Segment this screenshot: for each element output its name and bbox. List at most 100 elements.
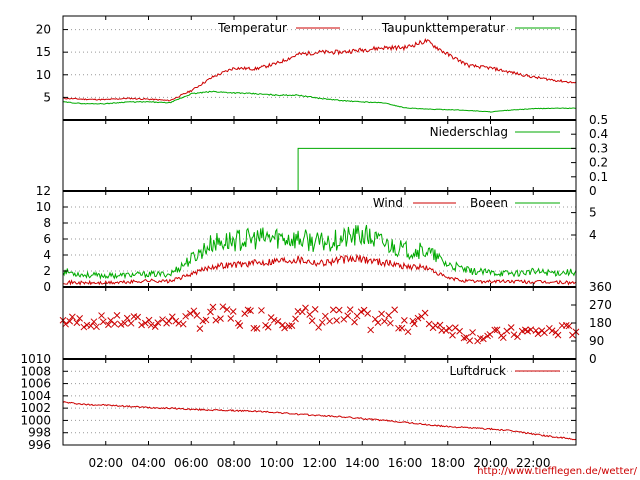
wind-direction-point	[469, 329, 476, 336]
wind-direction-point	[374, 319, 382, 327]
ytick-label-p0-5: 5	[43, 90, 51, 104]
wind-direction-point	[217, 315, 224, 323]
wind-direction-point	[190, 307, 198, 315]
ytick-label-p1-5: 0.5	[589, 113, 608, 127]
series-line-p0-temperatur	[62, 38, 577, 102]
wind-direction-point	[258, 307, 265, 314]
wind-direction-point	[410, 320, 418, 328]
ytick-label-p3-0: 0	[589, 352, 597, 366]
wind-direction-point	[534, 330, 542, 338]
legend-label-p1-niederschlag: Niederschlag	[430, 125, 508, 139]
xtick-label-10: 22:00	[516, 456, 551, 470]
wind-direction-point	[202, 316, 210, 324]
wind-direction-point	[414, 314, 422, 322]
xtick-label-0: 02:00	[88, 456, 123, 470]
wind-direction-point	[315, 324, 322, 331]
wind-direction-point	[193, 312, 201, 319]
legend-label-p2-wind: Wind	[373, 196, 403, 210]
wind-direction-point	[105, 321, 112, 329]
wind-direction-point	[145, 316, 153, 324]
wind-direction-point	[80, 323, 88, 331]
wind-direction-point	[385, 312, 393, 319]
wind-direction-point	[219, 303, 227, 311]
ytick-label-p3-90: 90	[589, 334, 604, 348]
wind-direction-point	[236, 322, 244, 329]
series-line-p0-taupunkttemperatur	[62, 90, 577, 113]
wind-direction-point	[491, 326, 499, 334]
wind-direction-point	[306, 311, 314, 318]
series-line-p4-luftdruck	[62, 401, 577, 441]
ytick-label-p1-3: 0.3	[589, 141, 608, 155]
wind-direction-point	[209, 303, 217, 311]
wind-direction-point	[127, 319, 135, 327]
wind-direction-point	[381, 317, 388, 325]
wind-direction-point	[62, 320, 69, 328]
ytick-label-p1-1: 0.1	[589, 170, 608, 184]
ytick-label-p2-10: 10	[36, 200, 51, 214]
wind-direction-point	[391, 306, 399, 314]
wind-direction-point	[288, 322, 296, 329]
wind-direction-point	[371, 315, 379, 323]
xtick-label-6: 14:00	[345, 456, 380, 470]
ytick-label-p4-998: 998	[28, 426, 51, 440]
legend-label-p4-luftdruck: Luftdruck	[449, 364, 506, 378]
wind-direction-point	[182, 312, 189, 320]
wind-direction-point	[548, 327, 556, 335]
wind-direction-point	[318, 319, 326, 326]
wind-direction-point	[460, 334, 468, 342]
frame-layer	[62, 15, 577, 446]
xtick-label-8: 18:00	[430, 456, 465, 470]
wind-direction-point	[227, 315, 235, 322]
xtick-label-4: 10:00	[259, 456, 294, 470]
wind-direction-point	[398, 324, 406, 332]
legend-label-p0-taupunkttemperatur: Taupunkttemperatur	[381, 21, 505, 35]
wind-direction-point	[253, 325, 261, 332]
wind-direction-point	[121, 320, 129, 327]
ytick-right-label-p2-4: 4	[589, 228, 597, 242]
wind-direction-point	[212, 316, 220, 324]
wind-direction-point	[168, 313, 176, 321]
wind-direction-point	[147, 321, 155, 329]
series-line-p2-wind	[63, 253, 577, 286]
ytick-label-p4-1010: 1010	[20, 352, 51, 366]
ytick-label-p2-2: 2	[43, 264, 51, 278]
wind-direction-point	[532, 327, 540, 334]
wind-direction-point	[274, 318, 282, 325]
ytick-label-p4-1004: 1004	[20, 389, 51, 403]
wind-direction-point	[565, 322, 573, 330]
xtick-label-7: 16:00	[388, 456, 423, 470]
wind-direction-point	[335, 306, 343, 314]
wind-direction-point	[281, 324, 288, 332]
wind-direction-point	[346, 306, 354, 313]
wind-direction-point	[308, 317, 316, 325]
wind-direction-point	[329, 306, 337, 314]
wind-direction-point	[279, 321, 286, 329]
ytick-label-p2-12: 12	[36, 184, 51, 198]
ytick-label-p4-1000: 1000	[20, 413, 51, 427]
wind-direction-point	[151, 323, 159, 330]
xtick-label-3: 08:00	[217, 456, 252, 470]
ytick-label-p1-4: 0.4	[589, 127, 608, 141]
ytick-label-p2-8: 8	[43, 216, 51, 230]
ytick-label-p1-0: 0	[589, 184, 597, 198]
wind-direction-point	[351, 318, 358, 326]
wind-direction-point	[90, 318, 98, 326]
wind-direction-point	[165, 317, 173, 325]
grid-layer	[63, 29, 576, 434]
wind-direction-point	[73, 319, 81, 327]
wind-direction-point	[401, 317, 408, 324]
wind-direction-point	[76, 315, 83, 322]
wind-direction-point	[99, 318, 107, 326]
wind-direction-point	[387, 319, 394, 327]
wind-direction-point	[456, 327, 463, 335]
wind-direction-point	[93, 323, 100, 331]
wind-direction-point	[66, 317, 74, 325]
wind-direction-point	[367, 326, 375, 334]
wind-direction-point	[507, 324, 515, 331]
wind-direction-point	[207, 308, 214, 316]
xtick-label-2: 06:00	[174, 456, 209, 470]
ytick-label-p3-270: 270	[589, 298, 612, 312]
wind-direction-point	[321, 312, 329, 320]
